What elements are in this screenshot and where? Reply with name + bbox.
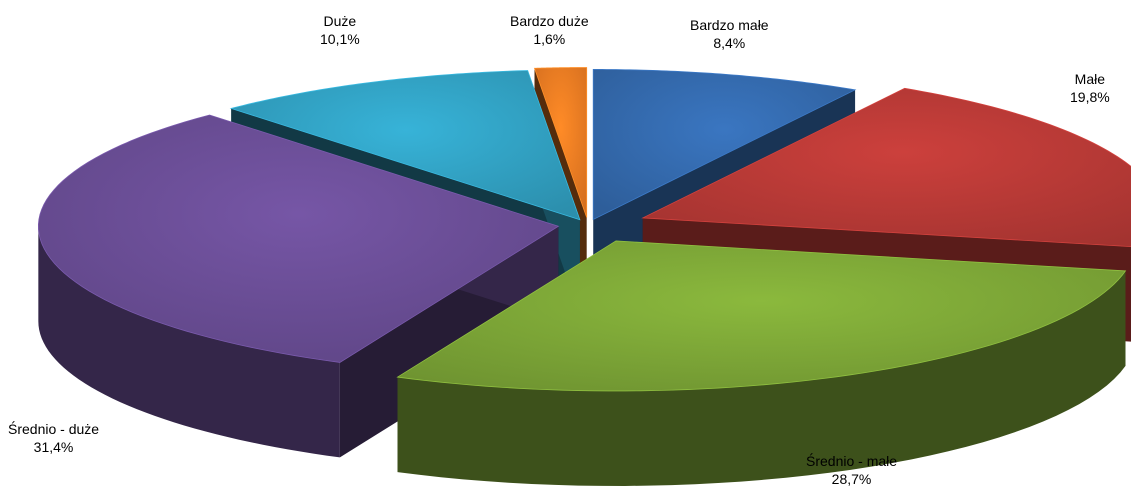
- label-bardzo-male: Bardzo małe 8,4%: [690, 16, 769, 52]
- pie-slice-top: [533, 67, 588, 218]
- label-duze-value: 10,1%: [320, 31, 360, 47]
- label-srednio-duze-name: Średnio - duże: [8, 421, 100, 437]
- label-duze: Duże 10,1%: [320, 12, 360, 48]
- pie-slice-side: [38, 226, 340, 458]
- label-srednio-duze-value: 31,4%: [33, 439, 74, 455]
- pie-slice-3: [37, 114, 560, 458]
- pie-slice-top: [396, 240, 1127, 392]
- label-bardzo-male-value: 8,4%: [713, 35, 746, 51]
- pie-slice-top: [229, 70, 581, 221]
- label-bardzo-duze-name: Bardzo duże: [510, 13, 589, 29]
- label-male-name: Małe: [1074, 71, 1106, 87]
- pie-slice-side: [397, 270, 1126, 486]
- pie-slice-top: [641, 87, 1131, 248]
- label-srednio-duze: Średnio - duże 31,4%: [8, 420, 99, 456]
- label-bardzo-duze: Bardzo duże 1,6%: [510, 12, 589, 48]
- label-srednio-male: Średnio - małe 28,7%: [806, 452, 897, 488]
- pie-slice-2: [396, 240, 1127, 486]
- label-srednio-male-value: 28,7%: [831, 471, 872, 487]
- pie-slice-top: [592, 69, 857, 221]
- label-srednio-male-name: Średnio - małe: [806, 453, 898, 469]
- label-bardzo-duze-value: 1,6%: [533, 31, 566, 47]
- label-male: Małe 19,8%: [1070, 70, 1110, 106]
- label-bardzo-male-name: Bardzo małe: [690, 17, 769, 33]
- label-duze-name: Duże: [323, 13, 357, 29]
- label-male-value: 19,8%: [1070, 89, 1110, 105]
- pie-slice-top: [37, 114, 560, 363]
